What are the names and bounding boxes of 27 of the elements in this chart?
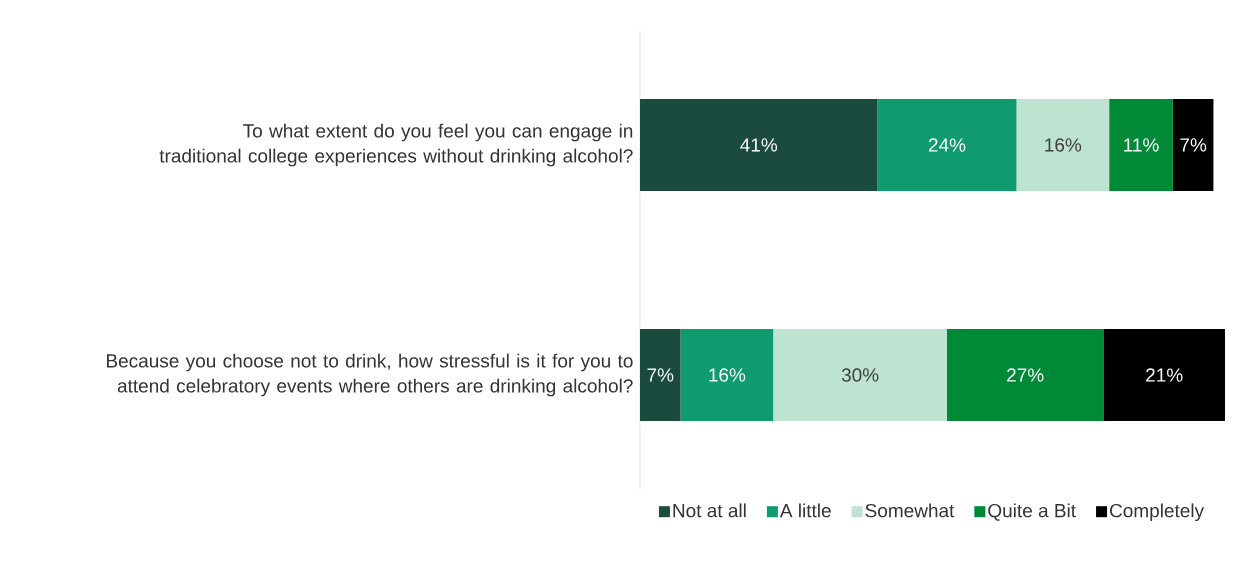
data-label: 27% xyxy=(1007,368,1044,382)
bar xyxy=(1172,99,1214,191)
data-label: 24% xyxy=(928,138,966,152)
bar xyxy=(1016,99,1110,191)
legend-label: A little xyxy=(779,503,831,518)
data-label: 30% xyxy=(841,368,879,382)
data-label: 11% xyxy=(1124,138,1159,152)
legend-label: Somewhat xyxy=(865,503,955,518)
bar xyxy=(877,99,1017,191)
bar xyxy=(946,329,1104,421)
y-tick-label: To what extent do you feel you can engage in traditional college experiences without drinking alcohol? xyxy=(159,123,633,167)
data-label: 21% xyxy=(1146,368,1183,382)
bar xyxy=(1109,99,1173,191)
legend-label: Completely xyxy=(1110,503,1205,522)
bar xyxy=(640,99,878,191)
bar xyxy=(680,329,774,421)
data-label: 41% xyxy=(740,138,778,152)
bar xyxy=(773,329,947,421)
y-tick-label: Because you choose not to drink, how stressful is it for you to attend celebratory events where others are drinking alcohol? xyxy=(107,353,633,397)
data-label: 16% xyxy=(1045,138,1082,152)
legend-label: Not at all xyxy=(673,503,746,518)
legend-label: Quite a Bit xyxy=(988,503,1076,521)
bar xyxy=(640,329,681,421)
data-label: 7% xyxy=(1180,138,1207,152)
bar xyxy=(1103,329,1226,421)
data-label: 16% xyxy=(709,368,746,382)
data-label: 7% xyxy=(647,368,674,382)
